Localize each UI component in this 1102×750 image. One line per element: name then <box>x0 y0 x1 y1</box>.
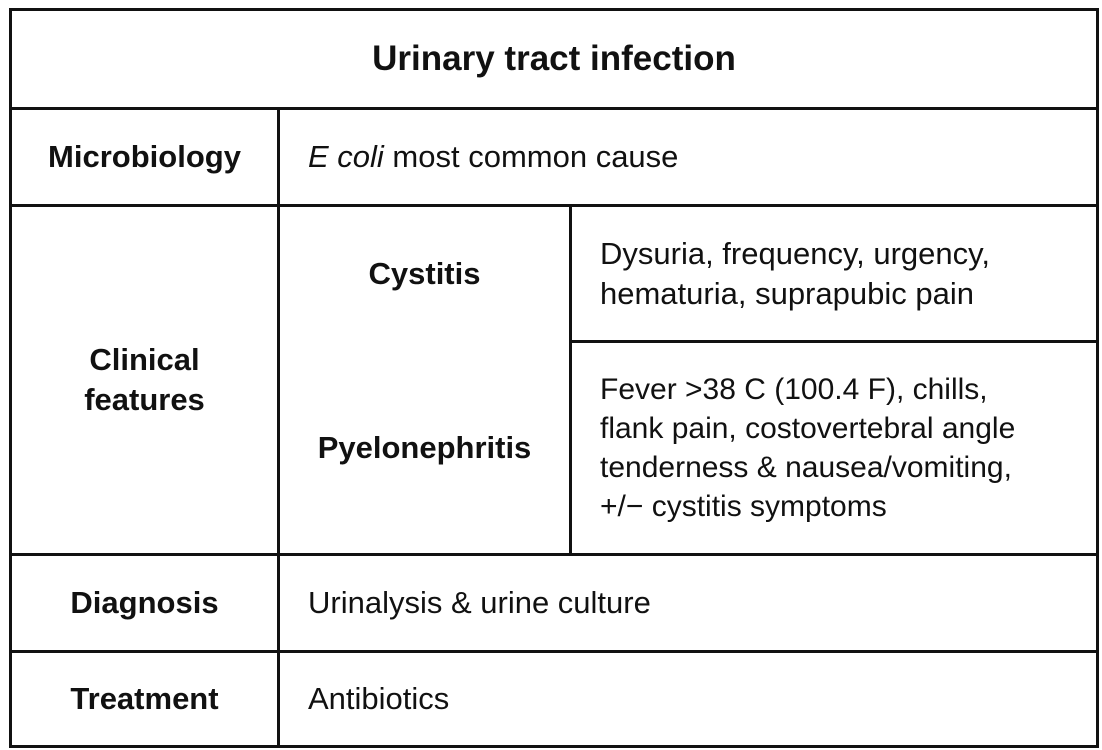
clinical-features-divider <box>9 553 1099 556</box>
diagnosis-label: Diagnosis <box>70 585 219 620</box>
cystitis-label: Cystitis <box>368 255 481 291</box>
microbiology-organism: E coli <box>308 139 384 174</box>
pyelonephritis-label: Pyelonephritis <box>317 430 532 465</box>
table-title: Urinary tract infection <box>372 39 736 78</box>
title-divider <box>9 107 1099 110</box>
microbiology-note: most common cause <box>383 139 679 174</box>
treatment-label: Treatment <box>70 681 219 716</box>
pyelonephritis-symptoms: Fever >38 C (100.4 F), chills, flank pai… <box>600 373 1016 523</box>
diagnosis-value: Urinalysis & urine culture <box>308 585 651 620</box>
cystitis-divider <box>570 340 1099 343</box>
microbiology-divider <box>9 204 1099 207</box>
treatment-value: Antibiotics <box>308 681 450 716</box>
cystitis-symptoms: Dysuria, frequency, urgency, hematuria, … <box>600 235 990 311</box>
diagnosis-divider <box>9 650 1099 653</box>
microbiology-value: E coli most common cause <box>280 110 1096 204</box>
label-column-divider <box>277 107 280 748</box>
clinical-features-label: Clinical features <box>84 342 205 417</box>
microbiology-label: Microbiology <box>48 139 241 174</box>
subtype-column-divider <box>569 204 572 556</box>
uti-table <box>9 8 1099 748</box>
